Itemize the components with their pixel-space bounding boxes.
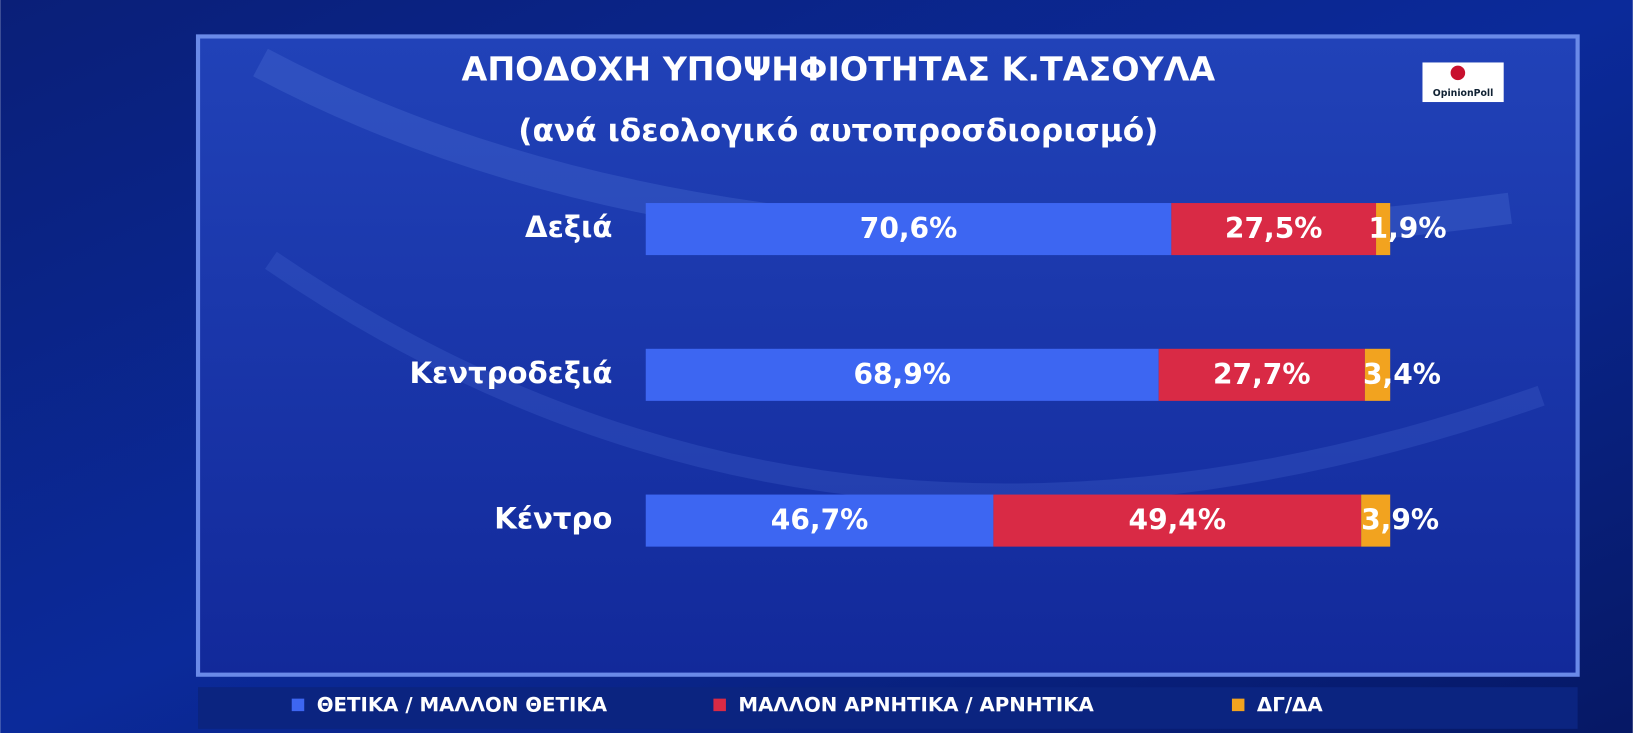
bar-segment	[1364, 348, 1391, 401]
bar-segment	[645, 494, 994, 547]
legend-label: ΘΕΤΙΚΑ / ΜΑΛΛΟΝ ΘΕΤΙΚΑ	[317, 693, 608, 716]
legend-label: ΔΓ/ΔΑ	[1257, 693, 1323, 716]
category-label: Κεντροδεξιά	[409, 356, 612, 390]
logo-text: OpinionPoll	[1433, 88, 1494, 99]
value-label: 27,7%	[1213, 358, 1311, 391]
decor-swoosh	[265, 251, 1545, 505]
legend-swatch	[291, 698, 305, 712]
value-label: 1,9%	[1369, 212, 1447, 245]
value-label: 3,4%	[1363, 358, 1441, 391]
value-label: 3,9%	[1361, 504, 1439, 537]
legend-swatch	[1231, 698, 1245, 712]
category-label: Δεξιά	[525, 210, 612, 244]
category-label: Κέντρο	[494, 502, 612, 536]
bar-segment	[1376, 203, 1391, 256]
value-label: 49,4%	[1129, 504, 1227, 537]
value-label: 46,7%	[771, 504, 869, 537]
bar-segment	[1158, 348, 1365, 401]
legend-swatch	[713, 698, 726, 712]
value-label: 70,6%	[860, 212, 958, 245]
chart-title: ΑΠΟΔΟΧΗ ΥΠΟΨΗΦΙΟΤΗΤΑΣ Κ.ΤΑΣΟΥΛΑ	[462, 49, 1216, 88]
logo-icon	[1450, 65, 1466, 81]
legend-label: ΜΑΛΛΟΝ ΑΡΝΗΤΙΚΑ / ΑΡΝΗΤΙΚΑ	[738, 693, 1094, 716]
legend-band	[198, 687, 1578, 729]
bar-segment	[645, 203, 1172, 256]
bar-segment	[993, 494, 1362, 547]
bar-segment	[1171, 203, 1377, 256]
bar-segment	[1361, 494, 1391, 547]
value-label: 27,5%	[1225, 212, 1323, 245]
chart-subtitle: (ανά ιδεολογικό αυτοπροσδιορισμό)	[518, 113, 1158, 149]
value-label: 68,9%	[853, 358, 951, 391]
bar-segment	[645, 348, 1159, 401]
